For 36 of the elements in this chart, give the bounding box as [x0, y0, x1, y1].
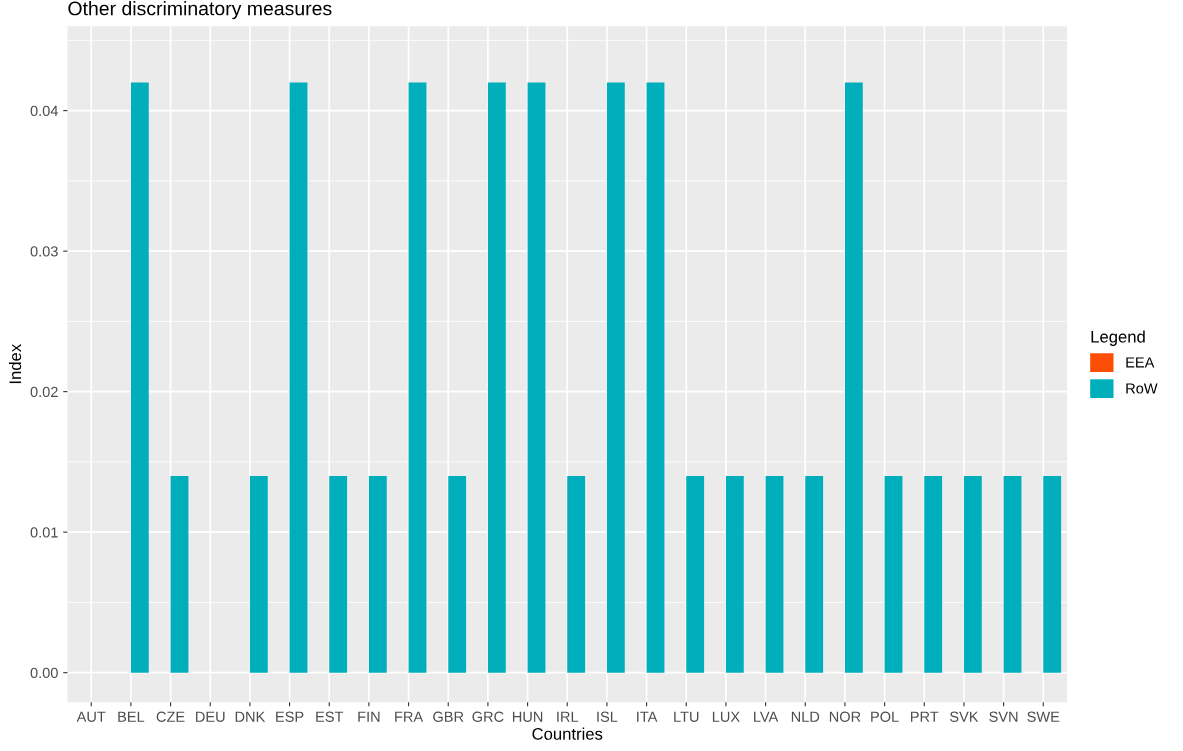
x-tick-label: FIN — [358, 711, 380, 722]
x-tick-label: DNK — [235, 711, 266, 722]
x-tick-label: ESP — [276, 711, 304, 722]
legend-label: EEA — [1126, 357, 1155, 368]
x-tick-label: BEL — [118, 711, 145, 722]
x-tick-label: ISL — [597, 711, 618, 722]
x-tick-label: FRA — [395, 711, 424, 722]
legend-label: RoW — [1126, 383, 1158, 394]
x-tick-label: PRT — [911, 711, 939, 722]
y-tick-label: 0.00 — [30, 667, 58, 679]
x-tick-label: AUT — [76, 711, 106, 722]
y-tick-label: 0.01 — [30, 527, 58, 538]
x-tick-label: HUN — [512, 711, 543, 722]
x-tick-label: DEU — [196, 711, 225, 722]
y-tick-label: 0.02 — [30, 386, 58, 398]
x-tick-label: LVA — [754, 711, 779, 722]
y-tick-label: 0.04 — [30, 105, 58, 117]
x-tick-label: SWE — [1027, 711, 1060, 722]
x-tick-label: EST — [316, 711, 344, 722]
x-axis-title: Countries — [532, 727, 603, 740]
x-tick-label: SVK — [950, 711, 979, 722]
x-tick-label: NOR — [829, 711, 861, 722]
y-axis-title: Index — [8, 344, 22, 384]
x-tick-label: LTU — [674, 711, 699, 722]
x-tick-label: LUX — [712, 711, 740, 722]
x-tick-label: GRC — [472, 711, 504, 722]
y-tick-label: 0.03 — [30, 246, 58, 257]
x-tick-label: NLD — [791, 711, 820, 722]
x-tick-label: CZE — [156, 711, 185, 722]
x-tick-label: SVN — [989, 711, 1018, 722]
x-tick-label: POL — [871, 711, 899, 722]
chart-title: Other discriminatory measures — [68, 1, 332, 20]
legend-title: Legend — [1091, 330, 1145, 346]
x-tick-label: GBR — [433, 711, 464, 722]
x-tick-label: IRL — [557, 711, 579, 722]
x-tick-label: ITA — [637, 711, 658, 722]
